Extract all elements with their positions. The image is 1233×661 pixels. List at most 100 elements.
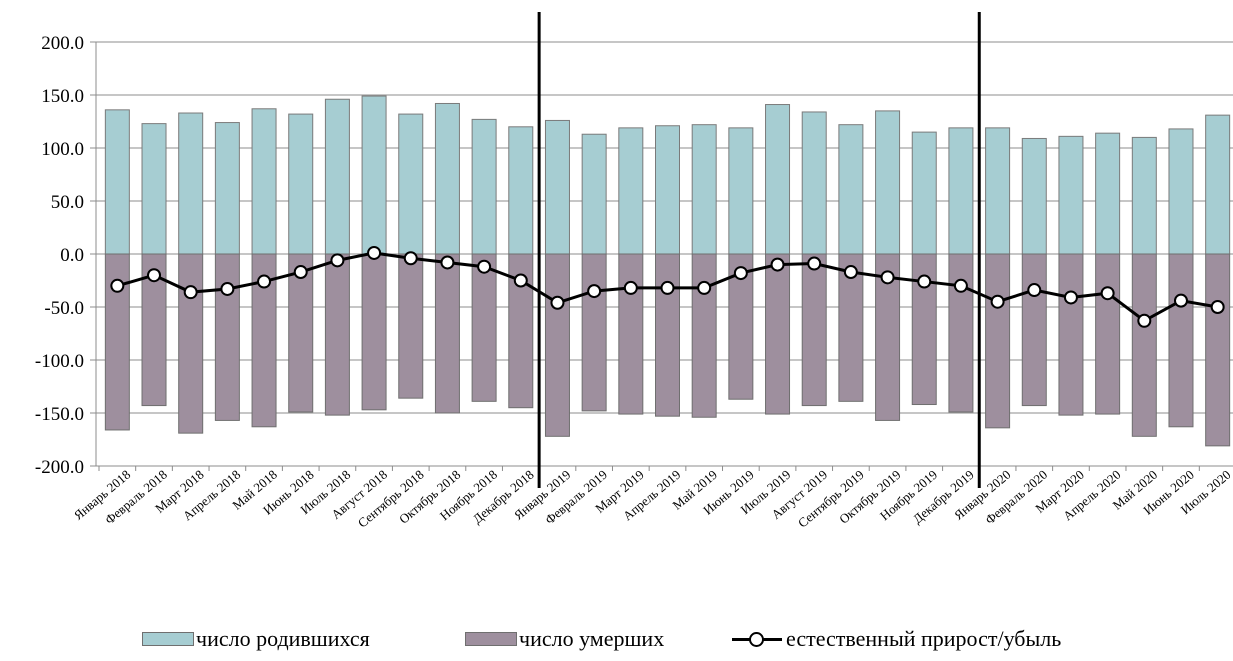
natural-growth-line bbox=[110, 245, 1225, 328]
bar-births bbox=[104, 109, 130, 255]
bar-births bbox=[728, 127, 754, 255]
bar-deaths bbox=[985, 253, 1011, 429]
bar-births bbox=[1021, 137, 1047, 255]
legend-label-births: число родившихся bbox=[196, 626, 370, 651]
natural-growth-point bbox=[550, 295, 565, 310]
y-axis-ticks: 200.0 150.0 100.0 50.0 0.0 -50.0 -100.0 -150.0 -… bbox=[35, 33, 84, 478]
bar-births bbox=[911, 131, 937, 255]
natural-growth-point bbox=[623, 280, 638, 295]
bar-births bbox=[178, 112, 204, 255]
bar-births bbox=[1058, 135, 1084, 255]
natural-growth-point bbox=[1100, 286, 1115, 301]
bar-births bbox=[471, 118, 497, 255]
natural-growth-point bbox=[1027, 283, 1042, 298]
bar-births bbox=[508, 126, 534, 255]
bar-births bbox=[398, 113, 424, 255]
bar-births bbox=[434, 102, 460, 255]
bar-deaths bbox=[655, 253, 680, 417]
natural-growth-point bbox=[880, 270, 895, 285]
natural-growth-point bbox=[1063, 290, 1078, 305]
natural-growth-point bbox=[1137, 313, 1152, 328]
legend-label-natural: естественный прирост/убыль bbox=[786, 626, 1062, 651]
legend-item-deaths: число умерших bbox=[465, 622, 664, 656]
natural-growth-point bbox=[513, 273, 528, 288]
bar-deaths bbox=[178, 253, 204, 434]
bar-births bbox=[948, 127, 974, 255]
natural-growth-point bbox=[807, 256, 822, 271]
bar-deaths bbox=[691, 253, 717, 418]
bar-deaths bbox=[1058, 253, 1084, 416]
chart: 200.0 150.0 100.0 50.0 0.0 -50.0 -100.0 -150.0 -… bbox=[35, 12, 1233, 531]
legend: число родившихся число умерших естествен… bbox=[0, 622, 1233, 656]
bar-births bbox=[618, 127, 644, 255]
bar-births bbox=[801, 111, 827, 255]
natural-growth-point bbox=[147, 268, 162, 283]
natural-growth-point bbox=[587, 284, 602, 299]
natural-growth-point bbox=[367, 245, 382, 260]
natural-growth-point bbox=[660, 280, 675, 295]
year-separators bbox=[537, 12, 981, 488]
bar-births bbox=[324, 98, 350, 255]
bar-deaths bbox=[801, 253, 827, 407]
bar-deaths bbox=[544, 253, 570, 437]
bar-births bbox=[581, 133, 607, 255]
y-tick-label: -200.0 bbox=[35, 457, 84, 478]
bar-deaths bbox=[398, 253, 424, 399]
deaths-swatch bbox=[465, 632, 517, 646]
y-tick-label: 0.0 bbox=[60, 245, 84, 266]
natural-growth-point bbox=[1210, 300, 1225, 314]
legend-item-births: число родившихся bbox=[142, 622, 370, 656]
bar-deaths bbox=[434, 253, 460, 414]
bar-births bbox=[214, 122, 240, 255]
bar-deaths bbox=[618, 253, 644, 415]
natural-growth-point bbox=[697, 280, 712, 295]
bar-births bbox=[361, 95, 387, 255]
natural-growth-point bbox=[110, 278, 125, 293]
bar-deaths bbox=[948, 253, 974, 413]
bar-births bbox=[1131, 136, 1157, 255]
bar-deaths bbox=[1131, 253, 1157, 437]
bar-births bbox=[141, 123, 167, 255]
natural-growth-point bbox=[917, 274, 932, 289]
natural-growth-point bbox=[1173, 293, 1188, 308]
y-tick-label: 100.0 bbox=[41, 139, 84, 160]
natural-growth-point bbox=[990, 294, 1005, 309]
y-tick-label: 150.0 bbox=[41, 86, 84, 107]
natural-growth-point bbox=[953, 278, 968, 293]
bar-deaths bbox=[324, 253, 350, 416]
bar-births bbox=[655, 125, 680, 255]
bar-births bbox=[1095, 132, 1121, 255]
natural-growth-point bbox=[440, 255, 455, 270]
bar-deaths bbox=[1168, 253, 1194, 428]
bar-births bbox=[875, 110, 901, 255]
bar-deaths bbox=[361, 253, 387, 411]
bar-deaths bbox=[214, 253, 240, 421]
natural-growth-point bbox=[220, 281, 235, 296]
natural-growth-point bbox=[477, 259, 492, 274]
bar-deaths bbox=[581, 253, 607, 412]
natural-growth-point bbox=[770, 257, 785, 272]
y-tick-label: 50.0 bbox=[51, 192, 84, 213]
y-tick-label: -150.0 bbox=[35, 404, 84, 425]
bar-births bbox=[1205, 114, 1231, 255]
bar-births bbox=[691, 124, 717, 255]
natural-growth-point bbox=[293, 265, 308, 280]
natural-growth-point bbox=[330, 253, 345, 268]
bar-births bbox=[544, 119, 570, 255]
bar-births bbox=[765, 104, 791, 255]
legend-label-deaths: число умерших bbox=[519, 626, 665, 651]
y-tick-label: -50.0 bbox=[44, 298, 84, 319]
bar-births bbox=[251, 108, 277, 255]
bar-deaths bbox=[765, 253, 791, 415]
bar-deaths bbox=[1095, 253, 1121, 415]
legend-item-natural: естественный прирост/убыль bbox=[732, 622, 1061, 656]
bar-births bbox=[985, 127, 1011, 255]
bar-deaths bbox=[1021, 253, 1047, 407]
y-tick-label: 200.0 bbox=[41, 33, 84, 54]
bar-deaths bbox=[471, 253, 497, 402]
y-tick-label: -100.0 bbox=[35, 351, 84, 372]
natural-line-swatch bbox=[732, 631, 782, 647]
bars bbox=[104, 95, 1231, 447]
births-swatch bbox=[142, 632, 194, 646]
